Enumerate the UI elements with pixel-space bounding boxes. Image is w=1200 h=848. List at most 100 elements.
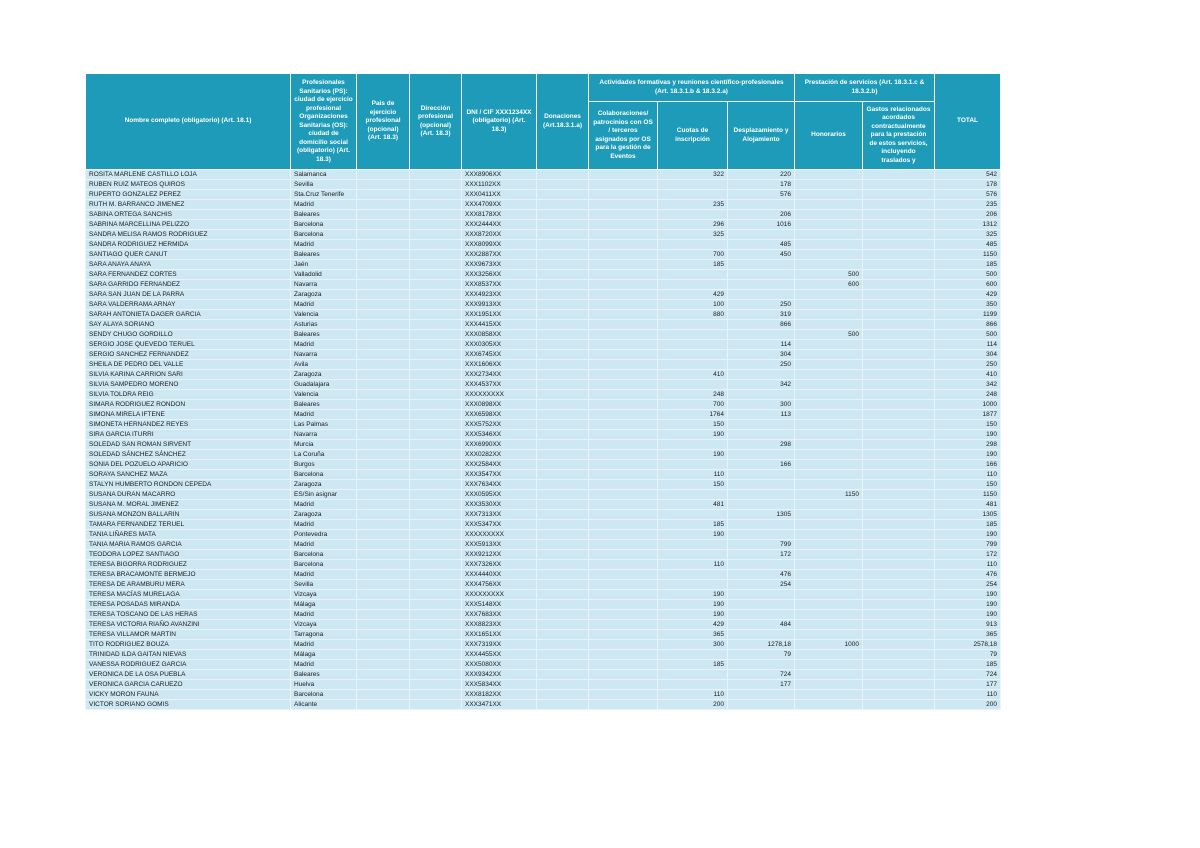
cell-gastos (862, 419, 935, 430)
cell-dni: XXX2444XX (461, 219, 537, 230)
table-row: TEODORA LOPEZ SANTIAGO Barcelona XXX9212XX… (85, 549, 1001, 560)
cell-donaciones (536, 499, 589, 510)
cell-donaciones (536, 679, 589, 690)
table-body: ROSITA MARLENE CASTILLO LOJA Salamanca XXX… (85, 169, 1001, 710)
col-header-pais: País de ejercicio profesional (opcional)… (356, 73, 410, 170)
cell-desplazamiento: 799 (727, 539, 795, 550)
cell-donaciones (536, 609, 589, 620)
cell-gastos (862, 409, 935, 420)
cell-colaboraciones (588, 199, 658, 210)
cell-honorarios (794, 529, 863, 540)
cell-city: Barcelona (290, 229, 357, 240)
cell-colaboraciones (588, 339, 658, 350)
cell-dni: XXX0595XX (461, 489, 537, 500)
cell-gastos (862, 239, 935, 250)
cell-total: 485 (934, 239, 1001, 250)
cell-pais (356, 699, 410, 710)
cell-gastos (862, 509, 935, 520)
cell-pais (356, 629, 410, 640)
cell-city: Madrid (290, 409, 357, 420)
cell-cuotas (657, 489, 728, 500)
table-row: SIMONETA HERNANDEZ REYES Las Palmas XXX575… (85, 419, 1001, 430)
table-row: SARA SAN JUAN DE LA PARRA Zaragoza XXX4923… (85, 289, 1001, 300)
table-row: RUTH M. BARRANCO JIMENEZ Madrid XXX4709XX 2… (85, 199, 1001, 210)
cell-desplazamiento: 1016 (727, 219, 795, 230)
cell-gastos (862, 679, 935, 690)
cell-city: Vizcaya (290, 589, 357, 600)
cell-gastos (862, 499, 935, 510)
cell-colaboraciones (588, 269, 658, 280)
cell-total: 172 (934, 549, 1001, 560)
cell-honorarios (794, 179, 863, 190)
cell-desplazamiento: 172 (727, 549, 795, 560)
cell-name: SARA GARRIDO FERNANDEZ (85, 279, 291, 290)
cell-pais (356, 349, 410, 360)
cell-pais (356, 219, 410, 230)
cell-direccion (409, 599, 462, 610)
cell-pais (356, 319, 410, 330)
cell-cuotas (657, 189, 728, 200)
cell-cuotas: 1764 (657, 409, 728, 420)
cell-cuotas (657, 649, 728, 660)
cell-total: 1000 (934, 399, 1001, 410)
cell-name: SARAH ANTONIETA DAGER GARCIA (85, 309, 291, 320)
cell-direccion (409, 209, 462, 220)
cell-desplazamiento: 250 (727, 299, 795, 310)
cell-pais (356, 579, 410, 590)
cell-city: Navarra (290, 349, 357, 360)
cell-pais (356, 489, 410, 500)
cell-gastos (862, 559, 935, 570)
cell-gastos (862, 649, 935, 660)
cell-city: Alicante (290, 699, 357, 710)
cell-total: 325 (934, 229, 1001, 240)
cell-colaboraciones (588, 419, 658, 430)
cell-city: Huelva (290, 679, 357, 690)
cell-direccion (409, 259, 462, 270)
cell-pais (356, 529, 410, 540)
table-row: SIMONA MIRELA IFTENE Madrid XXX6598XX 1764 1… (85, 409, 1001, 420)
cell-cuotas (657, 209, 728, 220)
cell-total: 190 (934, 609, 1001, 620)
cell-desplazamiento: 178 (727, 179, 795, 190)
table-row: SARA FERNANDEZ CORTES Valladolid XXX3256XX… (85, 269, 1001, 280)
cell-desplazamiento: 166 (727, 459, 795, 470)
cell-dni: XXXXXXXXX (461, 389, 537, 400)
table-row: SANTIAGO QUER CANUT Baleares XXX2887XX 700 4… (85, 249, 1001, 260)
cell-pais (356, 369, 410, 380)
table-row: VERONICA GARCIA CARUEZO Huelva XXX5834XX 17… (85, 679, 1001, 690)
cell-cuotas: 325 (657, 229, 728, 240)
cell-city: Pontevedra (290, 529, 357, 540)
cell-dni: XXX8720XX (461, 229, 537, 240)
cell-colaboraciones (588, 259, 658, 270)
cell-donaciones (536, 349, 589, 360)
cell-total: 200 (934, 699, 1001, 710)
cell-colaboraciones (588, 599, 658, 610)
cell-donaciones (536, 699, 589, 710)
cell-direccion (409, 249, 462, 260)
cell-colaboraciones (588, 659, 658, 670)
cell-name: TEODORA LOPEZ SANTIAGO (85, 549, 291, 560)
cell-city: Zaragoza (290, 509, 357, 520)
cell-gastos (862, 469, 935, 480)
cell-city: Jaén (290, 259, 357, 270)
cell-direccion (409, 579, 462, 590)
cell-desplazamiento: 300 (727, 399, 795, 410)
cell-colaboraciones (588, 309, 658, 320)
cell-dni: XXX5913XX (461, 539, 537, 550)
table-row: TRINIDAD ILDA GAITAN NIEVAS Málaga XXX4455… (85, 649, 1001, 660)
cell-city: Málaga (290, 649, 357, 660)
col-header-gastos: Gastos relacionados acordados contractua… (862, 101, 935, 170)
cell-name: RUBEN RUIZ MATEOS QUIROS (85, 179, 291, 190)
cell-city: Baleares (290, 399, 357, 410)
cell-honorarios (794, 459, 863, 470)
group-header-actividades: Actividades formativas y reuniones cient… (588, 73, 795, 102)
cell-desplazamiento: 342 (727, 379, 795, 390)
cell-donaciones (536, 549, 589, 560)
cell-donaciones (536, 229, 589, 240)
cell-dni: XXX4415XX (461, 319, 537, 330)
cell-name: SARA FERNANDEZ CORTES (85, 269, 291, 280)
cell-colaboraciones (588, 389, 658, 400)
cell-honorarios (794, 229, 863, 240)
cell-dni: XXX1951XX (461, 309, 537, 320)
cell-desplazamiento: 450 (727, 249, 795, 260)
